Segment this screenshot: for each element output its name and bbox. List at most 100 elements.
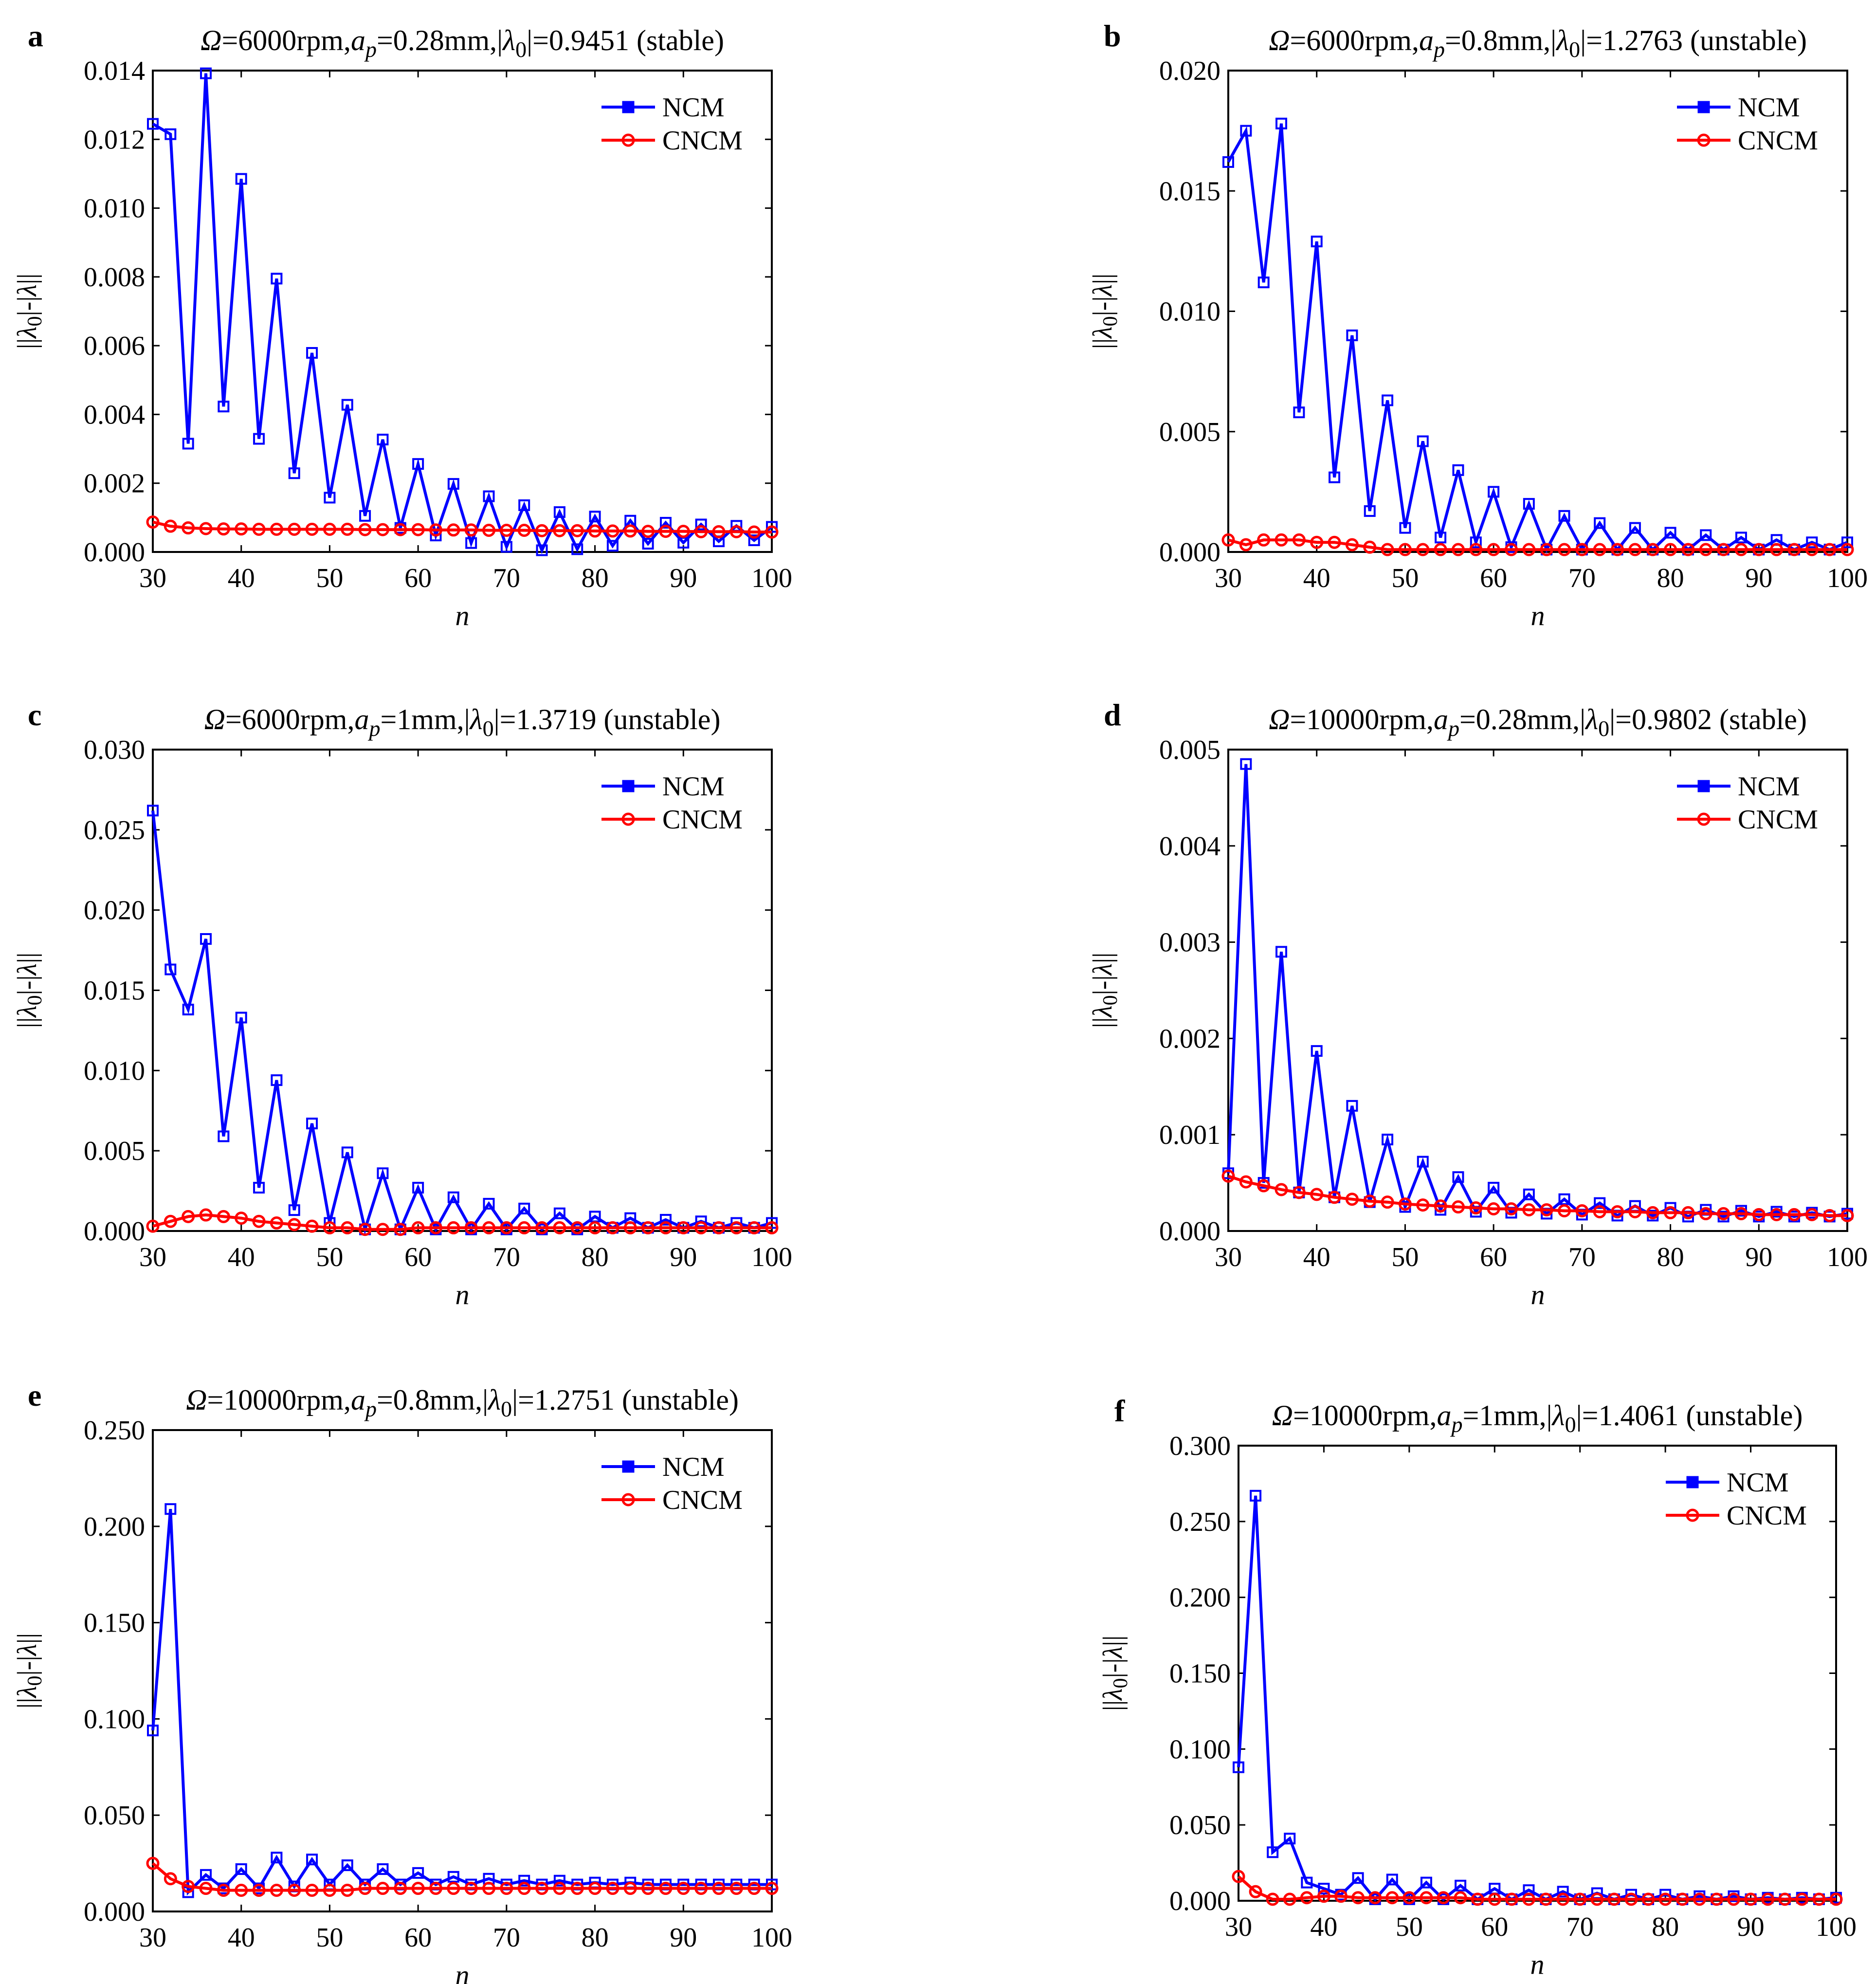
x-tick-label: 70 xyxy=(493,563,520,593)
series-ncm xyxy=(147,67,778,556)
cncm-point xyxy=(1300,1891,1313,1905)
cncm-point xyxy=(1334,1890,1348,1903)
cncm-point xyxy=(500,1882,513,1895)
y-tick-label: 0.200 xyxy=(1169,1583,1231,1613)
cncm-point xyxy=(1641,1892,1655,1906)
title-part: =1mm,| xyxy=(1462,1399,1552,1432)
cncm-point xyxy=(1699,1207,1712,1220)
y-label-part: |-| xyxy=(12,1655,42,1675)
legend-label-cncm: CNCM xyxy=(662,805,743,835)
cncm-point xyxy=(252,1883,266,1897)
x-tick-label: 30 xyxy=(1215,1242,1242,1272)
title-a: a xyxy=(351,24,365,56)
cncm-point xyxy=(729,525,743,538)
legend-label-cncm: CNCM xyxy=(1738,126,1818,156)
ncm-point xyxy=(324,492,336,504)
ncm-point xyxy=(218,401,230,413)
legend-label-ncm: NCM xyxy=(1738,92,1800,123)
y-tick-label: 0.010 xyxy=(1159,297,1220,327)
legend-marker-ncm xyxy=(622,780,635,792)
title-subscript-p: p xyxy=(1447,716,1459,741)
cncm-point xyxy=(182,1210,195,1223)
cncm-point xyxy=(1829,1892,1843,1906)
cncm-point xyxy=(146,1856,160,1870)
cncm-point xyxy=(1522,1892,1535,1906)
cncm-point xyxy=(641,1221,655,1234)
ncm-point xyxy=(1523,498,1535,510)
ncm-point xyxy=(306,1118,318,1130)
ncm-point xyxy=(164,128,177,140)
x-tick-label: 70 xyxy=(493,1242,520,1272)
y-tick-label: 0.015 xyxy=(1159,176,1220,206)
chart-title: Ω=6000rpm,ap=1mm,|λ0|=1.3719 (unstable) xyxy=(204,703,721,741)
y-tick-label: 0.050 xyxy=(1169,1810,1231,1840)
x-tick-label: 100 xyxy=(1827,1242,1868,1272)
cncm-point xyxy=(288,1218,301,1231)
cncm-point xyxy=(1266,1892,1279,1906)
cncm-point xyxy=(1381,543,1394,556)
cncm-point xyxy=(1717,543,1730,556)
chart-panel-f: 30 40 50 60 70 80 90 100 0.000 0.050 0.100 0.150 0.2… xyxy=(1098,1394,1857,1980)
cncm-point xyxy=(323,522,336,536)
chart-title: Ω=6000rpm,ap=0.8mm,|λ0|=1.2763 (unstable… xyxy=(1269,24,1807,62)
y-tick-label: 0.000 xyxy=(84,1897,145,1927)
y-tick-label: 0.004 xyxy=(1159,831,1220,862)
x-tick-label: 60 xyxy=(1481,1912,1508,1942)
y-label-part: || xyxy=(12,274,42,284)
cncm-point xyxy=(1556,1892,1570,1906)
cncm-point xyxy=(1770,1208,1784,1221)
ncm-point xyxy=(1329,471,1341,483)
cncm-point xyxy=(500,1221,513,1234)
y-tick-label: 0.025 xyxy=(84,815,145,845)
ncm-point xyxy=(147,1725,159,1737)
cncm-point xyxy=(1420,1891,1433,1905)
cncm-point xyxy=(1575,543,1589,556)
cncm-point xyxy=(1624,1892,1638,1906)
cncm-point xyxy=(1310,1188,1324,1201)
legend-marker-cncm xyxy=(621,812,635,826)
y-tick-label: 0.100 xyxy=(84,1704,145,1734)
chart-panel-a: 30 40 50 60 70 80 90 100 0.000 0.002 0.004 0.006 0.0… xyxy=(12,18,792,631)
x-tick-label: 60 xyxy=(404,1242,432,1272)
legend-marker-cncm xyxy=(1686,1508,1699,1522)
y-tick-label: 0.010 xyxy=(84,1056,145,1086)
cncm-point xyxy=(1451,543,1465,556)
cncm-point xyxy=(1590,1892,1604,1906)
ncm-point xyxy=(1488,486,1500,498)
ncm-point xyxy=(1488,1181,1500,1194)
y-label-lambda: λ xyxy=(1098,1646,1128,1659)
ncm-point xyxy=(518,1874,530,1887)
series-line-cncm xyxy=(1228,1175,1847,1217)
ncm-point xyxy=(500,541,512,553)
cncm-point xyxy=(1699,543,1712,556)
cncm-point xyxy=(164,1872,177,1886)
cncm-point xyxy=(1664,1206,1677,1219)
cncm-point xyxy=(323,1883,336,1897)
title-subscript-p: p xyxy=(1450,1412,1462,1437)
panel-letter: f xyxy=(1114,1394,1125,1428)
title-subscript-zero: 0 xyxy=(1598,716,1609,741)
panel-letter: c xyxy=(28,698,41,732)
x-tick-label: 100 xyxy=(1827,563,1868,593)
cncm-point xyxy=(1469,1201,1483,1215)
cncm-point xyxy=(1471,1892,1484,1906)
ncm-point xyxy=(1735,532,1747,544)
cncm-point xyxy=(517,1882,531,1895)
cncm-point xyxy=(1840,543,1854,556)
cncm-point xyxy=(535,524,549,537)
series-line-cncm xyxy=(1228,538,1847,551)
chart-panel-b: 30 40 50 60 70 80 90 100 0.000 0.005 0.010 0.015 0.0… xyxy=(1088,18,1868,631)
cncm-point xyxy=(1275,1183,1288,1196)
cncm-point xyxy=(1381,1195,1394,1209)
series-line-ncm xyxy=(151,1508,772,1896)
cncm-point xyxy=(1734,1207,1748,1220)
x-tick-label: 40 xyxy=(228,1923,255,1953)
title-subscript-zero: 0 xyxy=(515,37,527,62)
ncm-point xyxy=(341,399,353,411)
ncm-point xyxy=(606,540,619,552)
ncm-point xyxy=(1420,1876,1432,1889)
title-omega: Ω xyxy=(186,1384,207,1416)
title-a: a xyxy=(351,1384,365,1416)
y-tick-label: 0.020 xyxy=(84,896,145,926)
y-label-part: |-| xyxy=(1088,975,1118,995)
